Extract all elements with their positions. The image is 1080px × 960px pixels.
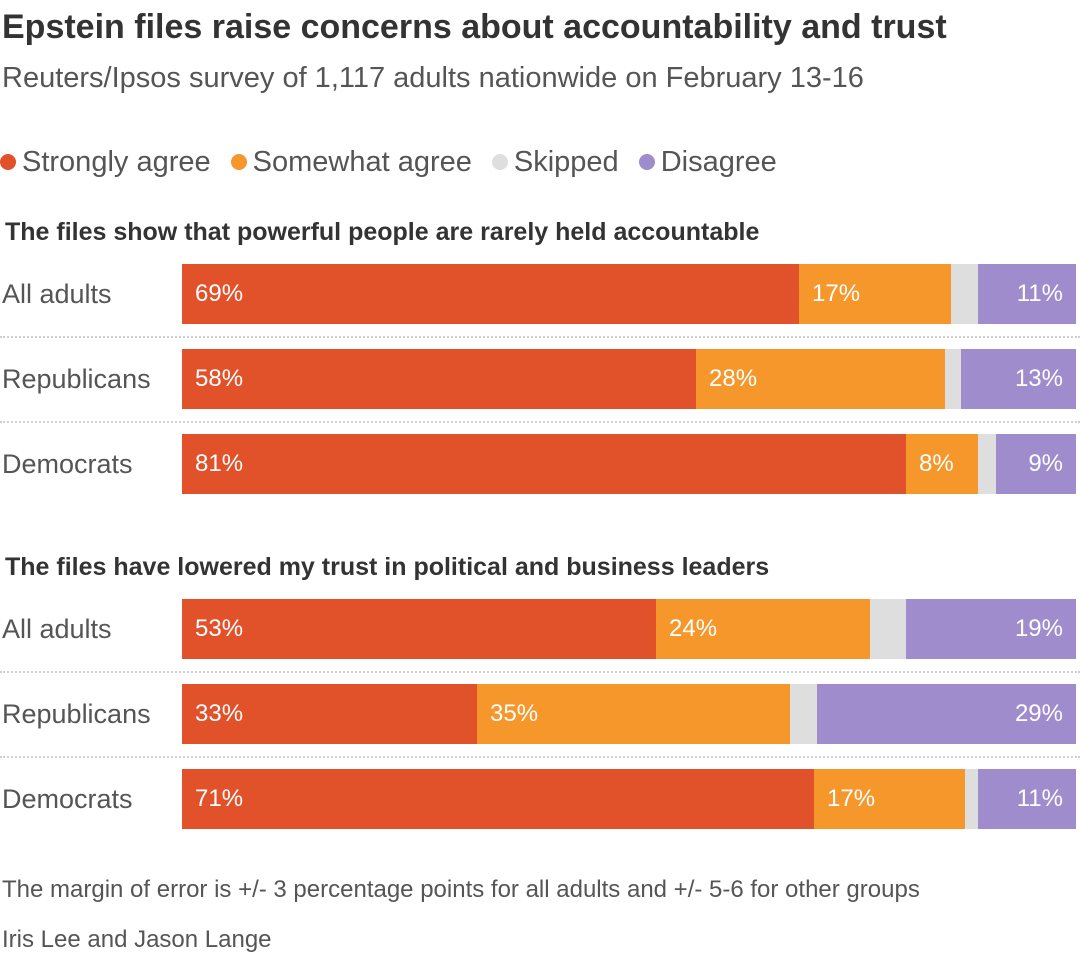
bar-segment-skipped — [870, 599, 906, 659]
bar-segment-disagree — [906, 599, 1076, 659]
data-label: 71% — [195, 785, 244, 812]
data-label: 81% — [195, 450, 244, 477]
data-label: 13% — [1014, 365, 1063, 392]
data-label: 29% — [1014, 700, 1063, 727]
legend-item-disagree: Disagree — [638, 145, 777, 179]
legend: Strongly agree Somewhat agree Skipped Di… — [0, 142, 797, 182]
footnote-margin-of-error: The margin of error is +/- 3 percentage … — [2, 876, 920, 903]
data-label: 24% — [669, 615, 718, 642]
chart-title: Epstein files raise concerns about accou… — [2, 8, 947, 46]
legend-item-skipped: Skipped — [491, 145, 619, 179]
data-label: 11% — [1016, 280, 1063, 307]
legend-swatch — [638, 154, 655, 170]
data-label: 58% — [195, 365, 244, 392]
data-label: 19% — [1014, 615, 1063, 642]
bar-segment-somewhat-agree — [814, 769, 965, 829]
row-divider — [0, 671, 1080, 673]
stacked-bar: 33% 35% 29% — [182, 684, 1076, 744]
bar-segment-somewhat-agree — [696, 349, 945, 409]
bar-row-trust-democrats: Democrats 71% 17% 11% — [0, 769, 1080, 829]
data-label: 11% — [1016, 785, 1063, 812]
bar-row-accountability-democrats: Democrats 81% 8% 9% — [0, 434, 1080, 494]
chart-subtitle: Reuters/Ipsos survey of 1,117 adults nat… — [2, 62, 864, 94]
bar-segment-skipped — [790, 684, 817, 744]
legend-item-strongly-agree: Strongly agree — [0, 146, 211, 179]
row-label: Democrats — [2, 449, 133, 479]
bar-segment-strongly-agree — [182, 769, 814, 829]
data-label: 35% — [490, 700, 539, 727]
bar-row-trust-republicans: Republicans 33% 35% 29% — [0, 684, 1080, 744]
stacked-bar: 71% 17% 11% — [182, 769, 1076, 829]
bar-row-accountability-republicans: Republicans 58% 28% 13% — [0, 349, 1080, 409]
panel-title-trust: The files have lowered my trust in polit… — [5, 553, 770, 581]
bar-segment-skipped — [965, 769, 978, 829]
legend-label: Strongly agree — [22, 145, 211, 178]
bar-segment-strongly-agree — [182, 264, 799, 324]
data-label: 9% — [1028, 450, 1063, 477]
data-label: 33% — [195, 700, 244, 727]
bar-row-accountability-all-adults: All adults 69% 17% 11% — [0, 264, 1080, 324]
bar-segment-somewhat-agree — [656, 599, 870, 659]
bar-segment-disagree — [817, 684, 1076, 744]
data-label: 8% — [919, 450, 954, 477]
legend-swatch — [491, 154, 508, 170]
row-label: All adults — [2, 614, 112, 644]
stacked-bar: 81% 8% 9% — [182, 434, 1076, 494]
bar-row-trust-all-adults: All adults 53% 24% 19% — [0, 599, 1080, 659]
data-label: 17% — [812, 280, 861, 307]
row-divider — [0, 421, 1080, 423]
stacked-bar: 58% 28% 13% — [182, 349, 1076, 409]
byline: Iris Lee and Jason Lange — [2, 926, 272, 953]
row-divider — [0, 756, 1080, 758]
bar-segment-somewhat-agree — [799, 264, 951, 324]
bar-segment-disagree — [996, 434, 1076, 494]
legend-label: Skipped — [513, 145, 619, 178]
bar-segment-skipped — [951, 264, 978, 324]
data-label: 69% — [195, 280, 244, 307]
row-label: Republicans — [2, 699, 151, 729]
bar-segment-strongly-agree — [182, 684, 477, 744]
bar-segment-disagree — [978, 769, 1076, 829]
row-label: Democrats — [2, 784, 133, 814]
legend-label: Somewhat agree — [252, 145, 472, 178]
bar-segment-strongly-agree — [182, 599, 656, 659]
stacked-bar: 53% 24% 19% — [182, 599, 1076, 659]
row-label: All adults — [2, 279, 112, 309]
bar-segment-disagree — [978, 264, 1076, 324]
data-label: 17% — [827, 785, 876, 812]
bar-segment-somewhat-agree — [906, 434, 978, 494]
legend-swatch — [230, 154, 247, 170]
data-label: 53% — [195, 615, 244, 642]
stacked-bar: 69% 17% 11% — [182, 264, 1076, 324]
legend-item-somewhat-agree: Somewhat agree — [230, 145, 472, 179]
row-divider — [0, 336, 1080, 338]
bar-segment-disagree — [961, 349, 1076, 409]
bar-segment-skipped — [978, 434, 996, 494]
bar-segment-skipped — [945, 349, 961, 409]
legend-label: Disagree — [660, 145, 777, 178]
bar-segment-somewhat-agree — [477, 684, 790, 744]
row-label: Republicans — [2, 364, 151, 394]
panel-title-accountability: The files show that powerful people are … — [5, 218, 760, 246]
bar-segment-strongly-agree — [182, 434, 906, 494]
bar-segment-strongly-agree — [182, 349, 696, 409]
data-label: 28% — [709, 365, 758, 392]
legend-swatch — [0, 154, 16, 170]
